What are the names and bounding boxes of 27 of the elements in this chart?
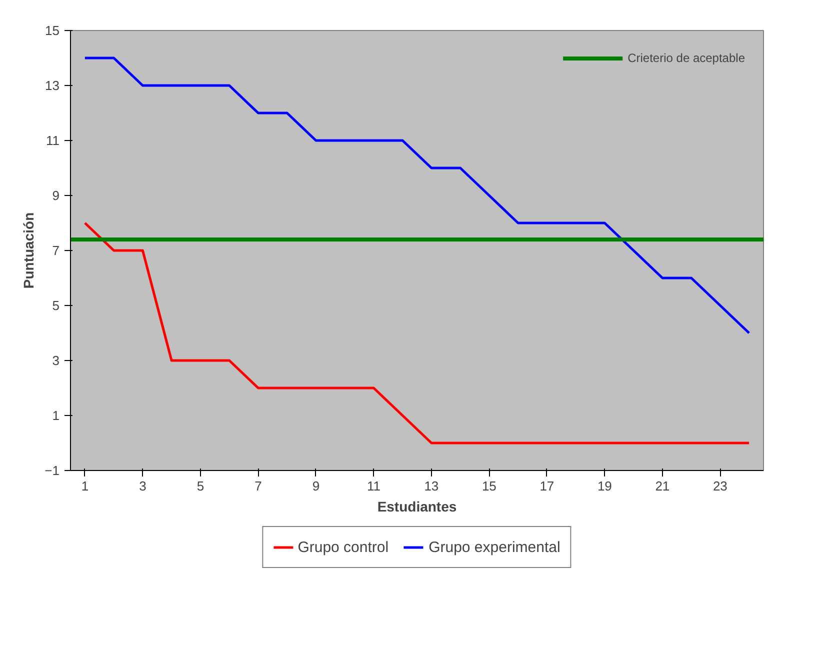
legend-label: Grupo control [298,538,389,556]
x-tick-label: 1 [81,478,89,494]
x-tick-label: 15 [482,478,496,494]
line-series [84,222,750,444]
y-tick-label: 5 [52,298,60,313]
x-tick-label: 23 [712,478,728,494]
x-tick-label: 13 [424,478,439,494]
x-tick-label: 17 [540,478,554,494]
y-tick-label: 1 [52,408,60,423]
x-tick-label: 21 [655,478,670,494]
x-tick-label: 7 [254,478,262,494]
y-axis-title: Puntuación [20,212,37,289]
x-tick-label: 3 [139,478,146,494]
y-tick-label: 13 [45,78,60,93]
y-tick-label: 7 [52,243,60,258]
y-tick-label: 15 [45,23,60,38]
x-axis-title: Estudiantes [377,498,457,514]
x-tick-label: 5 [196,478,204,494]
x-tick-label: 19 [597,478,612,494]
legend-label: Crieterio de aceptable [628,51,745,65]
y-tick-label: −1 [44,463,60,478]
x-tick-label: 9 [312,478,320,494]
y-tick-label: 11 [46,133,60,148]
y-tick-label: 3 [52,353,60,368]
x-tick-label: 11 [366,478,380,494]
y-tick-label: 9 [52,188,60,203]
legend-label: Grupo experimental [428,538,560,556]
